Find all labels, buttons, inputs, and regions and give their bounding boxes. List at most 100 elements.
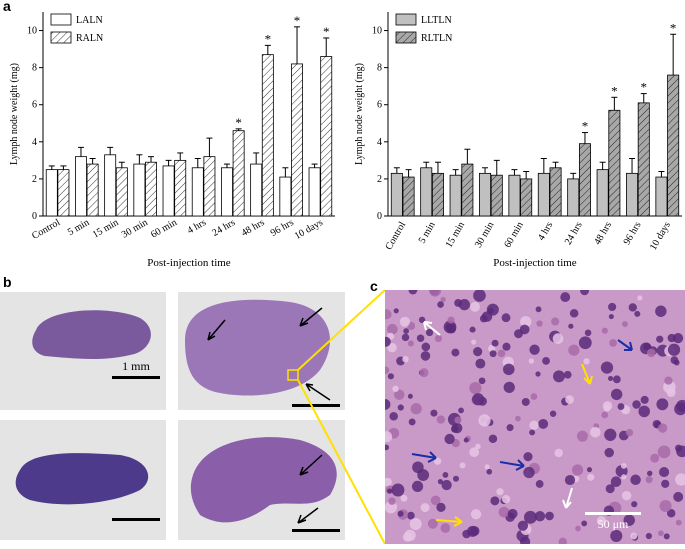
- x-tick-label: 96 hrs: [622, 220, 644, 247]
- bar: [596, 169, 609, 217]
- significance-mark: *: [265, 31, 272, 46]
- x-tick-label: 48 hrs: [240, 217, 267, 239]
- legend-swatch: [50, 13, 72, 26]
- y-tick-label: 10: [27, 26, 37, 37]
- x-axis-label: Post-injection time: [147, 257, 231, 269]
- bar-hatch: [233, 130, 245, 216]
- bar: [250, 163, 263, 217]
- x-tick-label: 48 hrs: [592, 220, 614, 247]
- significance-mark: *: [611, 83, 618, 98]
- bar-hatch: [549, 167, 562, 216]
- bar: [133, 163, 146, 217]
- x-tick-label: Control: [383, 220, 408, 252]
- bar-hatch: [87, 164, 99, 216]
- panel-label: b: [3, 274, 12, 290]
- panel-label: c: [370, 278, 378, 294]
- bar: [390, 172, 403, 217]
- significance-mark: *: [670, 20, 677, 35]
- y-tick-label: 0: [32, 211, 37, 222]
- bar: [75, 156, 87, 217]
- x-tick-label: 30 min: [120, 217, 150, 241]
- y-tick-label: 4: [32, 137, 37, 148]
- bar: [655, 176, 668, 217]
- bar: [479, 172, 492, 217]
- bar-hatch: [491, 175, 503, 216]
- bar-hatch: [145, 162, 157, 216]
- bar-hatch: [461, 164, 473, 216]
- y-tick-label: 6: [32, 100, 37, 111]
- bar: [508, 174, 521, 217]
- bar: [279, 176, 292, 217]
- x-tick-label: 15 min: [444, 220, 468, 250]
- y-axis-label: Lymph node weight (mg): [9, 63, 20, 165]
- bar-hatch: [291, 63, 303, 216]
- bar: [221, 167, 233, 217]
- significance-mark: *: [323, 24, 330, 39]
- x-tick-label: 5 min: [417, 220, 438, 245]
- legend-label: RALN: [76, 33, 103, 44]
- legend-label: LLTLN: [421, 15, 452, 26]
- x-tick-label: 10 days: [648, 220, 673, 252]
- y-tick-label: 6: [377, 100, 382, 111]
- charts: 0 2 4 6 8 10 Lymph node weight (mg) Post-inject…: [9, 12, 682, 269]
- legend-hatch: [51, 32, 71, 43]
- significance-mark: *: [582, 119, 589, 134]
- y-tick-label: 8: [32, 63, 37, 74]
- micrograph: 50 μm: [385, 290, 685, 544]
- scale-bar-label: 1 mm: [122, 359, 150, 373]
- bar-hatch: [203, 156, 215, 216]
- bar-hatch: [432, 173, 444, 216]
- zoom-line: [297, 289, 386, 371]
- legend-label: RLTLN: [421, 33, 452, 44]
- x-tick-label: 30 min: [473, 220, 497, 250]
- bar: [45, 169, 58, 217]
- x-tick-label: 24 hrs: [210, 217, 237, 239]
- zoom-line: [297, 379, 386, 545]
- y-tick-label: 2: [377, 174, 382, 185]
- y-tick-label: 4: [377, 137, 382, 148]
- x-tick-label: 60 min: [502, 220, 526, 250]
- bar-hatch: [320, 56, 332, 216]
- bar-hatch: [402, 177, 415, 216]
- bar-hatch: [116, 167, 128, 216]
- bar-hatch: [520, 178, 532, 216]
- histology-images: 1 mm: [0, 292, 345, 540]
- bar: [308, 167, 321, 217]
- bar: [420, 167, 433, 217]
- x-tick-label: 96 hrs: [269, 217, 296, 239]
- bar: [449, 174, 462, 217]
- x-tick-label: 5 min: [66, 217, 91, 238]
- bar-hatch: [608, 110, 620, 216]
- bar-hatch: [579, 143, 591, 216]
- significance-mark: *: [235, 115, 242, 130]
- y-tick-label: 10: [372, 26, 382, 37]
- bar-hatch: [667, 75, 679, 217]
- bar-hatch: [174, 160, 186, 216]
- bar: [626, 172, 639, 217]
- bar: [191, 167, 204, 217]
- significance-mark: *: [641, 80, 648, 95]
- legend-swatch: [395, 13, 417, 26]
- y-tick-label: 0: [377, 211, 382, 222]
- scale-bar-label: 50 μm: [598, 517, 629, 531]
- bar: [567, 178, 580, 217]
- x-tick-label: 60 min: [149, 217, 179, 241]
- bar: [162, 165, 175, 217]
- x-tick-label: 4 hrs: [536, 220, 555, 243]
- bar-hatch: [57, 169, 69, 216]
- y-tick-label: 2: [32, 174, 37, 185]
- significance-mark: *: [294, 13, 301, 28]
- x-tick-label: 15 min: [91, 217, 121, 241]
- y-axis-label: Lymph node weight (mg): [354, 63, 365, 165]
- bar: [537, 172, 550, 217]
- x-tick-label: 24 hrs: [563, 220, 585, 247]
- bar-hatch: [262, 54, 274, 217]
- x-tick-label: 10 days: [293, 217, 325, 242]
- bar-hatch: [638, 102, 650, 216]
- panel-label: a: [3, 0, 11, 14]
- y-tick-label: 8: [377, 63, 382, 74]
- legend-label: LALN: [76, 15, 103, 26]
- legend-hatch: [396, 32, 416, 43]
- x-axis-label: Post-injection time: [493, 257, 577, 269]
